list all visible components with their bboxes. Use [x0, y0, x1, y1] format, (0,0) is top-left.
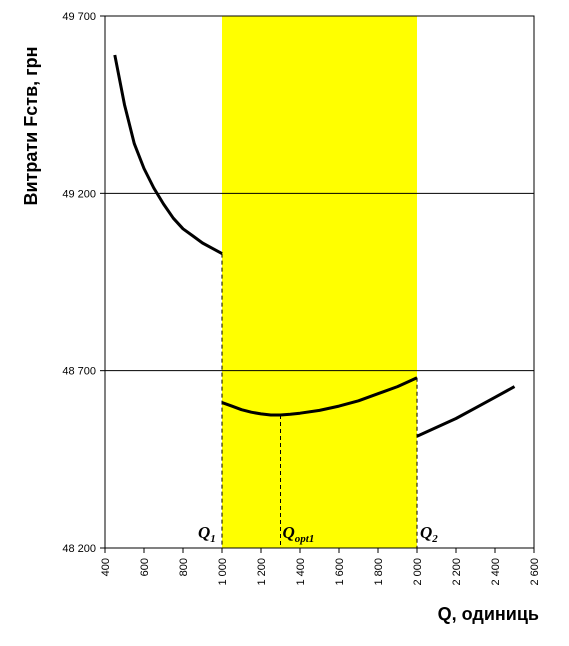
q-label-main: Q	[283, 523, 295, 542]
y-tick-label: 48 200	[62, 543, 96, 555]
x-tick-label: 800	[178, 558, 190, 576]
y-axis-title: Витрати Fств, грн	[21, 46, 41, 205]
plot-frame	[104, 15, 535, 549]
band-rect	[222, 16, 417, 548]
y-tick-label: 48 700	[62, 366, 96, 378]
x-tick-label: 2 200	[451, 558, 463, 586]
x-tick-label: 2 000	[412, 558, 424, 586]
q-label-subscript: opt1	[295, 533, 315, 545]
q-label-opt1: Qopt1	[283, 523, 315, 545]
x-tick-label: 2 600	[529, 558, 541, 586]
q-labels: Q1 Qopt1 Q2	[198, 523, 438, 545]
x-axis-title: Q, одиниць	[438, 604, 539, 624]
y-tick-labels: 48 200 48 700 49 200 49 700	[62, 11, 96, 555]
q-label-subscript: 1	[210, 533, 216, 545]
q-label-1: Q1	[198, 523, 216, 545]
y-tick-label: 49 700	[62, 11, 96, 23]
q-label-2: Q2	[420, 523, 438, 545]
optimal-range-band	[222, 16, 417, 548]
y-tick-label: 49 200	[62, 188, 96, 200]
q-label-main: Q	[198, 523, 210, 542]
x-tick-labels: 400 600 800 1 000 1 200 1 400 1 600 1 800 2 000 2…	[100, 558, 541, 586]
curve-segment-1	[113, 54, 223, 255]
cost-curve	[113, 54, 516, 438]
x-tick-label: 1 600	[334, 558, 346, 586]
x-tick-label: 1 200	[256, 558, 268, 586]
q-label-subscript: 2	[431, 533, 438, 545]
x-tick-label: 1 400	[295, 558, 307, 586]
q-label-main: Q	[420, 523, 432, 542]
x-tick-label: 600	[139, 558, 151, 576]
curve-segment-2	[221, 376, 418, 417]
x-tick-label: 1 800	[373, 558, 385, 586]
curve-segment-3	[416, 385, 516, 438]
x-tick-label: 1 000	[217, 558, 229, 586]
x-tick-label: 2 400	[490, 558, 502, 586]
x-tick-label: 400	[100, 558, 112, 576]
axes	[100, 15, 535, 553]
q-drop-lines	[221, 253, 418, 548]
